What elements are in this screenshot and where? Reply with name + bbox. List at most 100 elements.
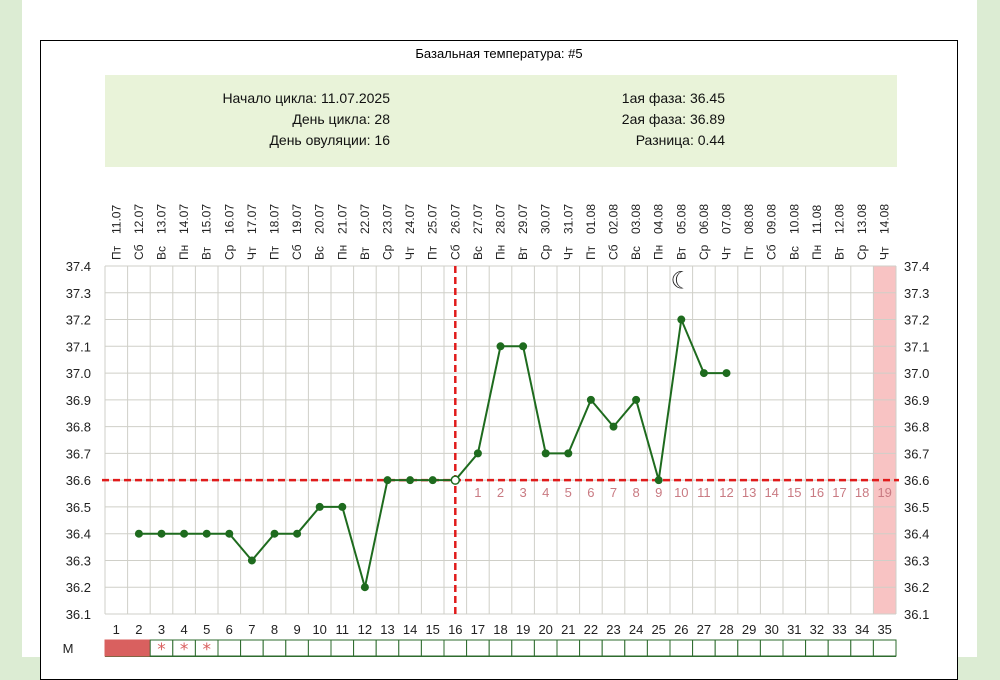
temperature-point (157, 529, 166, 538)
weekday-label: Чт (561, 246, 575, 260)
menstruation-cell (443, 639, 468, 657)
weekday-label: Пн (335, 245, 349, 260)
day-number: 7 (248, 622, 255, 637)
day-number: 11 (336, 622, 350, 637)
menstruation-cell (579, 639, 603, 657)
weekday-label: Ср (855, 244, 869, 260)
day-number: 30 (764, 622, 778, 637)
y-tick-right: 36.5 (904, 500, 929, 515)
date-label: 07.08 (720, 204, 734, 234)
date-label: 30.07 (539, 204, 553, 234)
weekday-label: Сб (290, 244, 304, 260)
y-tick-left: 36.3 (66, 553, 91, 568)
temperature-point (383, 476, 392, 485)
y-tick-left: 36.7 (66, 446, 91, 461)
luteal-day-label: 4 (542, 485, 549, 500)
day-number: 4 (180, 622, 187, 637)
temperature-point (722, 369, 731, 378)
weekday-label: Пт (109, 245, 123, 260)
menstruation-cell (624, 639, 648, 657)
luteal-day-label: 1 (474, 485, 481, 500)
luteal-day-label: 12 (719, 485, 733, 500)
temperature-chart: 37.4 37.4 37.3 37.3 37.2 37.2 37.1 37.1 37.0 37.0… (63, 204, 929, 657)
weekday-label: Пт (268, 245, 282, 260)
temperature-point (609, 422, 618, 431)
day-number: 14 (403, 622, 417, 637)
y-tick-left: 37.1 (66, 339, 91, 354)
y-tick-left: 36.8 (66, 420, 91, 435)
day-number: 28 (719, 622, 733, 637)
menstruation-cell (850, 639, 874, 657)
weekday-label: Пт (584, 245, 598, 260)
date-label: 08.08 (742, 204, 756, 234)
weekday-label: Вт (516, 246, 530, 260)
y-tick-left: 37.4 (66, 259, 91, 274)
menstruation-cell (262, 639, 287, 657)
menstruation-cell (307, 639, 332, 657)
menstruation-cell (398, 639, 422, 657)
menstruation-cell (127, 639, 151, 657)
y-tick-right: 36.2 (904, 580, 929, 595)
weekday-label: Ср (539, 244, 553, 260)
menstruation-cell (805, 639, 829, 657)
temperature-point (225, 529, 234, 538)
weekday-label: Пт (742, 245, 756, 260)
day-number: 26 (674, 622, 688, 637)
date-label: 24.07 (403, 204, 417, 234)
weekday-label: Сб (607, 244, 621, 260)
weekday-label: Вт (358, 246, 372, 260)
temperature-point (473, 449, 482, 458)
temperature-point (134, 529, 143, 538)
y-tick-left: 36.2 (66, 580, 91, 595)
luteal-day-label: 7 (610, 485, 617, 500)
y-tick-right: 37.3 (904, 286, 929, 301)
luteal-day-label: 13 (742, 485, 756, 500)
day-number: 13 (380, 622, 394, 637)
date-label: 23.07 (381, 204, 395, 234)
date-label: 12.07 (132, 204, 146, 234)
day-number: 33 (832, 622, 846, 637)
weekday-label: Ср (381, 244, 395, 260)
luteal-day-label: 14 (764, 485, 778, 500)
weekday-label: Пн (494, 245, 508, 260)
weekday-label: Пн (177, 245, 191, 260)
luteal-day-label: 19 (877, 485, 891, 500)
day-number: 32 (810, 622, 824, 637)
phase2-avg: 2ая фаза: 36.89 (621, 111, 725, 127)
menstruation-cell (556, 639, 581, 657)
luteal-day-label: 18 (855, 485, 869, 500)
y-tick-right: 36.1 (904, 607, 929, 622)
weekday-label: Вс (629, 246, 643, 260)
day-number: 16 (448, 622, 462, 637)
y-tick-right: 37.0 (904, 366, 929, 381)
day-number: 19 (516, 622, 530, 637)
day-number: 17 (471, 622, 485, 637)
temperature-point (586, 395, 595, 404)
date-label: 04.08 (652, 204, 666, 234)
date-label: 28.07 (494, 204, 508, 234)
day-number: 35 (877, 622, 891, 637)
menstruation-cell (759, 639, 784, 657)
date-label: 13.08 (855, 204, 869, 234)
day-number: 23 (606, 622, 620, 637)
weekday-label: Вс (313, 246, 327, 260)
luteal-day-label: 9 (655, 485, 662, 500)
date-label: 11.08 (810, 205, 824, 234)
y-tick-right: 36.8 (904, 420, 929, 435)
cycle-info-panel: Начало цикла: 11.07.2025 День цикла: 28 … (105, 75, 897, 167)
spotting-star-icon: * (157, 640, 166, 657)
date-label: 27.07 (471, 204, 485, 234)
menstruation-cell (240, 639, 264, 657)
temperature-point (247, 556, 256, 565)
menstruation-cell (353, 639, 377, 657)
menstruation-cell (511, 639, 535, 657)
temperature-point (202, 529, 211, 538)
weekday-label: Пт (426, 245, 440, 260)
temperature-point (315, 502, 324, 511)
date-label: 18.07 (268, 204, 282, 234)
menstruation-cell (782, 639, 807, 657)
y-tick-right: 36.9 (904, 393, 929, 408)
temperature-point (496, 342, 505, 351)
date-label: 05.08 (674, 204, 688, 234)
weekday-label: Чт (720, 246, 734, 260)
